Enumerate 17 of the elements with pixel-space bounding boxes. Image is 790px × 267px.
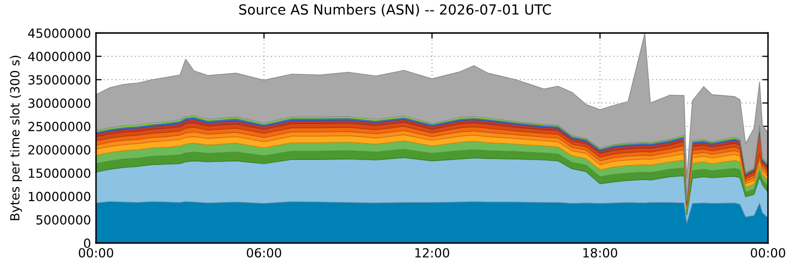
y-tick-label: 45000000 <box>28 28 90 38</box>
y-axis-title: Bytes per time slot (300 s) <box>10 56 22 220</box>
x-tick-label: 12:00 <box>415 248 450 258</box>
y-tick-label: 25000000 <box>28 122 90 132</box>
y-tick-label: 40000000 <box>28 52 90 62</box>
y-tick-label: 15000000 <box>28 168 90 178</box>
y-tick-label: 35000000 <box>28 75 90 85</box>
x-tick-label: 00:00 <box>78 248 114 258</box>
y-tick-label: 10000000 <box>28 192 90 202</box>
x-tick-label: 00:00 <box>750 248 786 258</box>
chart-title: Source AS Numbers (ASN) -- 2026-07-01 UTC <box>239 4 551 16</box>
x-tick-label: 18:00 <box>583 248 618 258</box>
y-tick-label: 20000000 <box>28 145 90 155</box>
y-tick-label: 0 <box>84 238 90 248</box>
y-tick-label: 5000000 <box>36 215 90 225</box>
y-tick-label: 30000000 <box>28 98 90 108</box>
x-tick-label: 06:00 <box>246 248 282 258</box>
